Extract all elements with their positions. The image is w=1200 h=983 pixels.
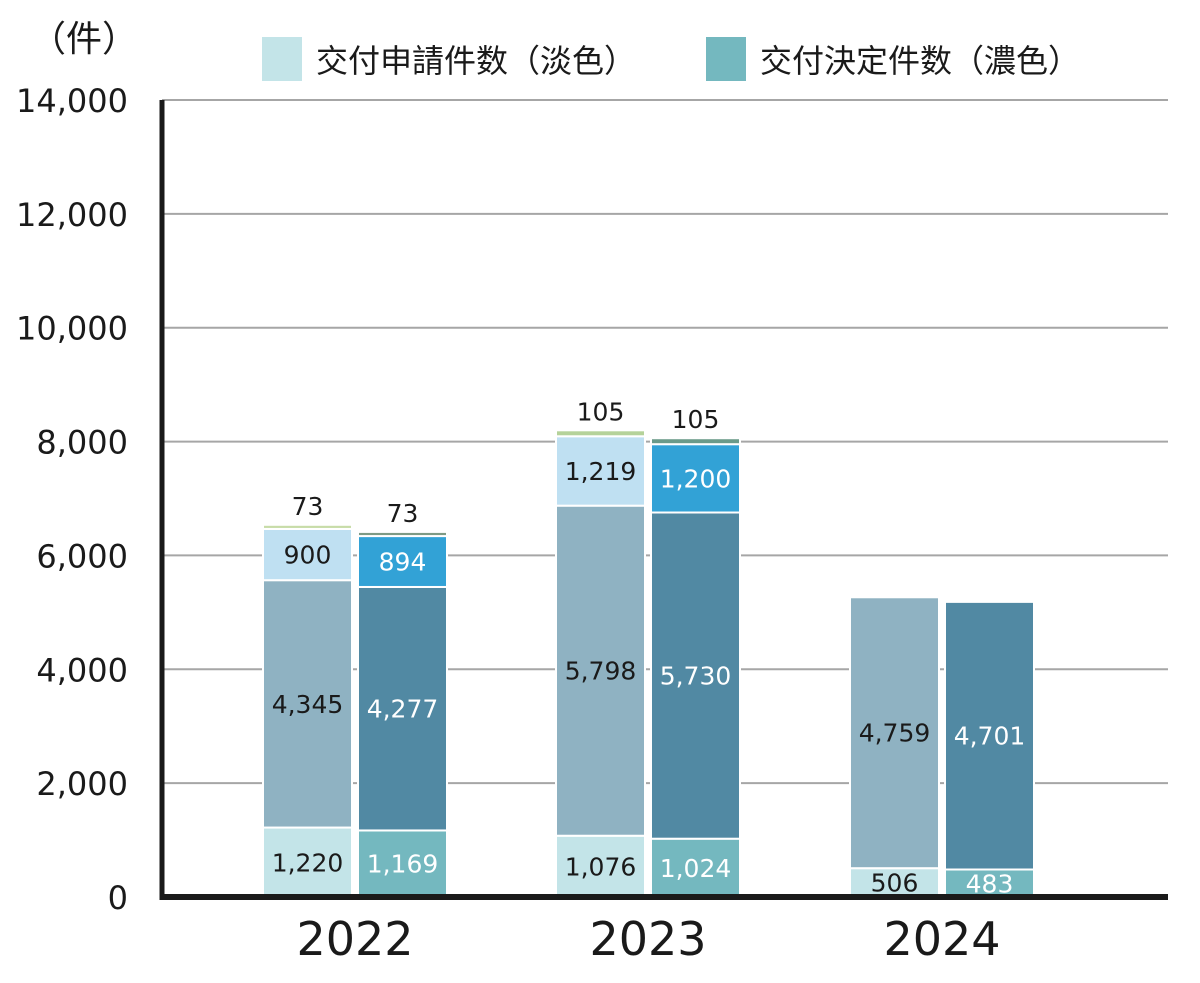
data-label: 1,024: [660, 854, 732, 883]
data-label: 1,076: [565, 852, 637, 881]
legend-item-decision: 交付決定件数（濃色）: [706, 36, 1080, 82]
data-label: 894: [379, 548, 427, 577]
data-label: 4,277: [367, 695, 439, 724]
bar-segment: [262, 523, 353, 530]
bar-segment: [555, 429, 646, 438]
y-tick-label: 8,000: [36, 424, 128, 462]
data-label: 506: [871, 869, 919, 898]
x-tick-label: 2024: [883, 912, 1000, 966]
bar-segment: [650, 511, 741, 840]
y-tick-label: 0: [108, 879, 128, 917]
bar-segment: [262, 527, 353, 582]
data-label: 1,220: [272, 848, 344, 877]
bar-segment: [944, 600, 1035, 871]
data-label: 5,730: [660, 662, 732, 691]
bar-segment: [357, 585, 448, 832]
data-label: 4,759: [859, 719, 931, 748]
legend-item-application: 交付申請件数（淡色）: [262, 36, 636, 82]
bar-segment: [849, 596, 940, 870]
legend-label-application: 交付申請件数（淡色）: [316, 42, 637, 80]
data-label: 1,200: [660, 464, 732, 493]
data-label: 105: [672, 405, 720, 434]
data-label: 73: [387, 499, 419, 528]
y-tick-label: 4,000: [36, 651, 128, 689]
y-tick-label: 6,000: [36, 537, 128, 575]
data-label: 4,701: [954, 722, 1026, 751]
data-label: 900: [284, 541, 332, 570]
data-label: 1,169: [367, 850, 439, 879]
bar-segment: [262, 579, 353, 829]
bar-segment: [555, 435, 646, 507]
y-tick-label: 2,000: [36, 765, 128, 803]
data-label: 105: [577, 397, 625, 426]
y-tick-label: 12,000: [16, 196, 128, 234]
bar-segment: [650, 437, 741, 446]
data-label: 73: [292, 492, 324, 521]
bar-segment: [357, 535, 448, 588]
y-tick-label: 14,000: [16, 82, 128, 120]
bar-segment: [650, 443, 741, 514]
data-label: 5,798: [565, 657, 637, 686]
y-tick-label: 10,000: [16, 310, 128, 348]
data-label: 4,345: [272, 690, 344, 719]
x-tick-label: 2022: [296, 912, 413, 966]
data-label: 483: [966, 869, 1014, 898]
legend-swatch-application: [262, 37, 302, 81]
data-label: 1,219: [565, 457, 637, 486]
legend-swatch-decision: [706, 37, 746, 81]
x-tick-label: 2023: [589, 912, 706, 966]
legend-label-decision: 交付決定件数（濃色）: [760, 42, 1081, 80]
bar-segment: [944, 868, 1035, 898]
bar-segment: [357, 530, 448, 538]
y-axis-unit-label: （件）: [30, 19, 139, 60]
